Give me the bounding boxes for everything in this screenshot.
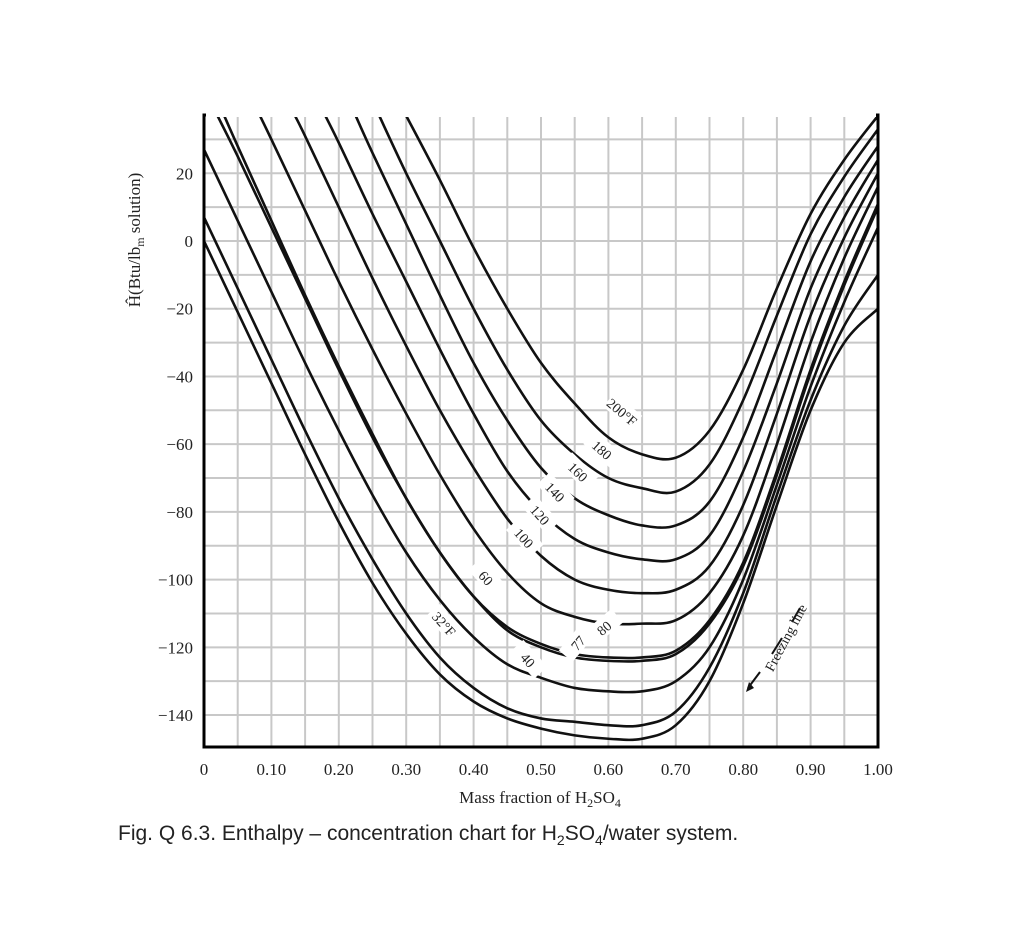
isotherm-curve (204, 149, 878, 694)
x-tick-label: 0.50 (526, 760, 556, 779)
isotherm-curve (204, 216, 878, 728)
x-tick-label: 0.90 (796, 760, 826, 779)
x-axis-tick-labels: 0 0.10 0.20 0.30 0.40 0.50 0.60 0.70 0.80 0.90 1.0… (200, 760, 893, 779)
x-tick-label: 0 (200, 760, 209, 779)
isotherm-curve (293, 115, 878, 595)
x-tick-label: 0.80 (728, 760, 758, 779)
y-tick-label: −80 (166, 503, 193, 522)
caption-sub-4: 4 (595, 832, 603, 849)
isotherm-curves (204, 115, 878, 742)
y-tick-label: −140 (158, 706, 193, 725)
caption-mid: SO (564, 822, 596, 845)
y-tick-label: −100 (158, 571, 193, 590)
figure-caption: Fig. Q 6.3. Enthalpy – concentration cha… (118, 822, 738, 848)
isotherm-curve (378, 115, 878, 495)
y-tick-label: −60 (166, 435, 193, 454)
caption-suffix: /water system. (602, 822, 739, 845)
y-axis-tick-labels: 20 0 −20 −40 −60 −80 −100 −120 −140 (158, 164, 193, 725)
x-tick-label: 0.60 (594, 760, 624, 779)
x-tick-label: 0.10 (257, 760, 287, 779)
isotherm-curve (223, 115, 878, 663)
isotherm-curve (354, 115, 878, 529)
x-tick-label: 1.00 (863, 760, 893, 779)
y-tick-label: 0 (185, 232, 194, 251)
x-tick-label: 0.20 (324, 760, 354, 779)
y-tick-label: −120 (158, 638, 193, 657)
isotherm-curve (258, 115, 878, 626)
isotherm-curve (204, 240, 878, 742)
isotherm-curve (405, 115, 878, 461)
y-tick-label: 20 (176, 164, 193, 183)
x-tick-label: 0.30 (391, 760, 421, 779)
caption-prefix: Fig. Q 6.3. Enthalpy – concentration cha… (118, 822, 557, 845)
caption-sub-2: 2 (556, 832, 565, 849)
x-axis-title: Mass fraction of H2SO4 (459, 788, 621, 810)
y-tick-label: −20 (166, 300, 193, 319)
x-tick-label: 0.70 (661, 760, 691, 779)
y-tick-label: −40 (166, 367, 193, 386)
isotherm-curve (324, 115, 878, 563)
x-tick-label: 0.40 (459, 760, 489, 779)
y-axis-title: Ĥ(Btu/lbm solution) (125, 173, 147, 308)
